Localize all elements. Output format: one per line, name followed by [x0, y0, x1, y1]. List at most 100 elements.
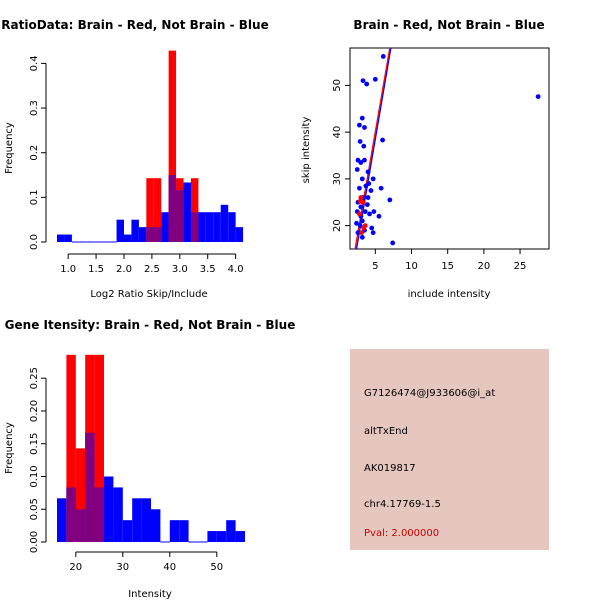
ratio-bar-not-brain	[205, 212, 214, 242]
scatter-x-tick-label: 5	[372, 261, 378, 272]
ratio-bar-not-brain	[123, 234, 132, 242]
gene-bar-brain	[94, 354, 104, 542]
gene-bar-not-brain	[104, 476, 114, 542]
point-not-brain	[359, 115, 365, 121]
info-panel: G7126474@J933606@i_at altTxEnd AK019817 …	[350, 349, 549, 550]
gene-bar-not-brain	[216, 531, 227, 542]
ratio-y-tick-label: 0.0	[29, 234, 40, 250]
ratio-y-tick-label: 0.4	[29, 55, 40, 71]
gene-bar-not-brain	[113, 487, 123, 542]
point-not-brain	[358, 160, 364, 165]
gene-chart-title: Gene Itensity: Brain - Red, Not Brain - …	[5, 318, 296, 332]
ratio-bar-brain	[153, 178, 162, 242]
ratio-bar-brain	[168, 50, 177, 242]
ratio-y-tick-label: 0.1	[29, 189, 40, 205]
gene-bar-overlap	[66, 487, 76, 542]
point-not-brain	[362, 209, 368, 215]
point-brain	[358, 195, 364, 200]
point-brain	[361, 225, 367, 231]
scatter-plot-frame	[349, 47, 550, 250]
point-not-brain	[535, 94, 541, 100]
ratio-bar-brain	[190, 178, 199, 242]
gene-bar-overlap	[75, 509, 86, 542]
gene-y-tick-label: 0.15	[29, 433, 40, 455]
gene-bar-not-brain	[169, 520, 180, 542]
scatter-y-axis-label: skip intensity	[301, 117, 312, 184]
point-not-brain	[357, 223, 363, 229]
gene-bar-not-brain	[141, 498, 151, 542]
gene-bar-not-brain	[122, 520, 133, 542]
point-not-brain	[365, 169, 371, 175]
point-not-brain	[360, 78, 366, 84]
gene-y-tick-label: 0.00	[29, 531, 40, 553]
point-not-brain	[370, 230, 376, 236]
point-not-brain	[362, 125, 367, 130]
point-not-brain	[369, 225, 375, 231]
ratio-x-tick-label: 1.0	[60, 264, 76, 275]
gene-bar-not-brain	[207, 531, 217, 542]
ratio-bars	[57, 50, 244, 243]
info-panel-background	[350, 349, 549, 550]
gene-bar-overlap	[85, 432, 95, 542]
gene-axes: 20 30 40 50 0.00 0.05 0.10 0.15 0.20 0.25	[29, 367, 223, 573]
ratio-x-tick-label: 2.0	[116, 264, 132, 275]
point-not-brain	[380, 137, 385, 143]
ratio-bar-not-brain	[161, 212, 169, 242]
ratio-bar-not-brain	[138, 227, 147, 242]
scatter-panel: Brain - Red, Not Brain - Blue include in…	[301, 18, 550, 300]
gene-x-tick-label: 40	[163, 562, 176, 573]
gene-bar-not-brain	[151, 509, 161, 542]
point-not-brain	[357, 122, 362, 128]
probe-id: G7126474@J933606@i_at	[364, 388, 495, 399]
regression-line-brain	[354, 47, 391, 250]
point-not-brain	[387, 197, 393, 203]
scatter-axes: 5 10 15 20 25 20 30 40 50	[332, 79, 526, 272]
point-not-brain	[364, 81, 370, 87]
ratio-bar-not-brain	[64, 234, 72, 242]
gene-bar-not-brain	[179, 520, 189, 542]
point-not-brain	[354, 220, 359, 226]
genomic-location: chr4.17769-1.5	[364, 499, 441, 510]
ratio-x-tick-label: 2.5	[144, 264, 160, 275]
point-not-brain	[370, 176, 376, 182]
point-not-brain	[390, 240, 396, 246]
gene-bar-brain	[66, 354, 76, 542]
point-not-brain	[362, 157, 367, 163]
gene-bars	[57, 354, 245, 543]
point-not-brain	[361, 143, 367, 149]
point-not-brain	[372, 76, 378, 82]
scatter-regression-lines	[354, 47, 392, 250]
ratio-bar-overlap	[168, 175, 177, 242]
point-not-brain	[368, 188, 374, 193]
scatter-x-tick-label: 15	[441, 261, 454, 272]
gene-y-axis-label: Frequency	[4, 422, 15, 474]
ratio-bar-overlap	[153, 227, 162, 242]
point-not-brain	[364, 202, 370, 207]
gene-bar-not-brain	[132, 498, 142, 542]
point-not-brain	[378, 185, 384, 191]
ratio-bar-not-brain	[228, 212, 236, 242]
point-not-brain	[376, 213, 382, 219]
scatter-chart-title: Brain - Red, Not Brain - Blue	[353, 18, 544, 32]
gene-bar-brain	[75, 448, 86, 542]
gene-histogram-panel: Gene Itensity: Brain - Red, Not Brain - …	[4, 318, 295, 600]
gene-bar-not-brain	[235, 531, 245, 542]
point-brain	[357, 211, 362, 217]
ratio-bar-not-brain	[131, 219, 139, 242]
ratio-x-axis-label: Log2 Ratio Skip/Include	[90, 289, 207, 300]
ratio-x-tick-label: 1.5	[88, 264, 104, 275]
gene-bar-overlap	[94, 487, 104, 542]
gene-x-axis-label: Intensity	[128, 589, 172, 600]
ratio-bar-overlap	[176, 189, 184, 242]
ratio-y-axis-label: Frequency	[4, 122, 15, 174]
point-not-brain	[366, 181, 372, 186]
ratio-bar-not-brain	[235, 227, 244, 242]
ratio-bar-overlap	[190, 212, 199, 242]
ratio-histogram-panel: RatioData: Brain - Red, Not Brain - Blue…	[1, 18, 268, 300]
point-not-brain	[365, 195, 371, 200]
scatter-x-axis-label: include intensity	[408, 289, 491, 300]
point-not-brain	[380, 54, 386, 59]
scatter-y-tick-label: 50	[332, 79, 343, 92]
point-not-brain	[359, 176, 365, 182]
